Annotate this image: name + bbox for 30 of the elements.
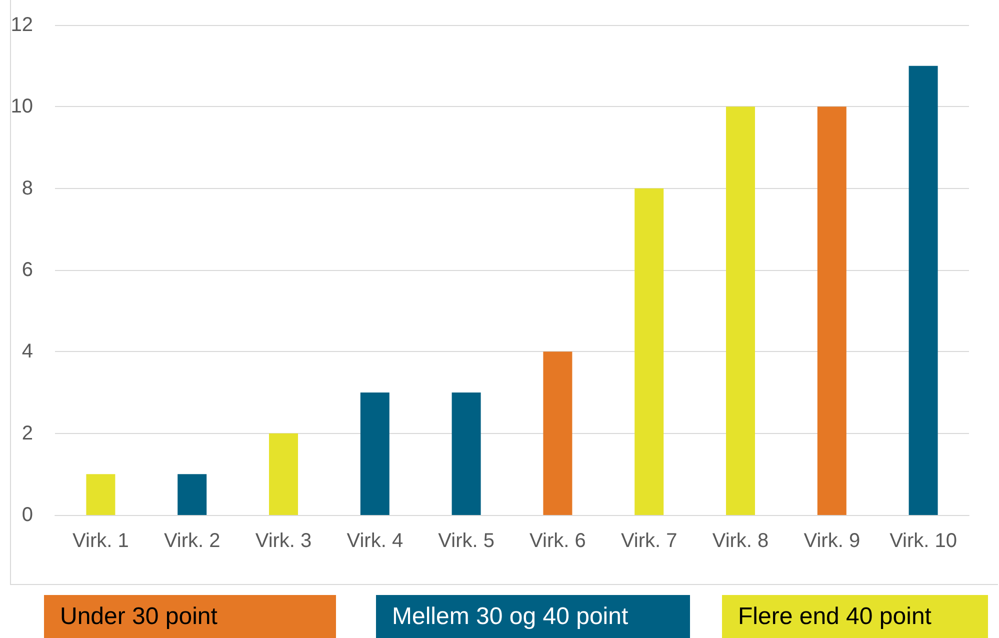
x-tick-label: Virk. 6 — [530, 530, 586, 552]
y-tick-label: 10 — [10, 96, 33, 118]
y-tick-label: 12 — [10, 14, 33, 36]
y-tick-label: 0 — [22, 504, 33, 526]
bar — [908, 66, 938, 515]
bar — [634, 188, 664, 515]
text: Flere end 40 point — [722, 595, 988, 638]
bar — [269, 433, 298, 515]
y-tick-label: 6 — [22, 259, 33, 281]
bar — [543, 352, 572, 515]
x-tick-label: Virk. 7 — [620, 530, 678, 552]
bar — [360, 392, 390, 515]
bar — [86, 474, 116, 515]
y-tick-label: 8 — [22, 177, 33, 200]
x-tick-label: Virk. 5 — [438, 530, 494, 552]
y-tick-label: 2 — [22, 422, 33, 444]
x-tick-label: Virk. 8 — [712, 530, 769, 552]
x-tick-label: Virk. 1 — [72, 530, 129, 552]
bar — [726, 106, 755, 515]
x-tick-label: Virk. 9 — [804, 530, 860, 552]
x-tick-label: Virk. 10 — [890, 530, 958, 552]
y-tick-label: 4 — [22, 340, 33, 363]
text: Under 30 point — [44, 595, 336, 638]
bar — [178, 474, 207, 515]
x-tick-label: Virk. 2 — [164, 530, 220, 552]
x-tick-label: Virk. 4 — [346, 530, 404, 552]
bar — [452, 392, 481, 515]
text: Mellem 30 og 40 point — [376, 595, 690, 638]
bar — [817, 106, 846, 515]
x-tick-label: Virk. 3 — [255, 530, 312, 552]
